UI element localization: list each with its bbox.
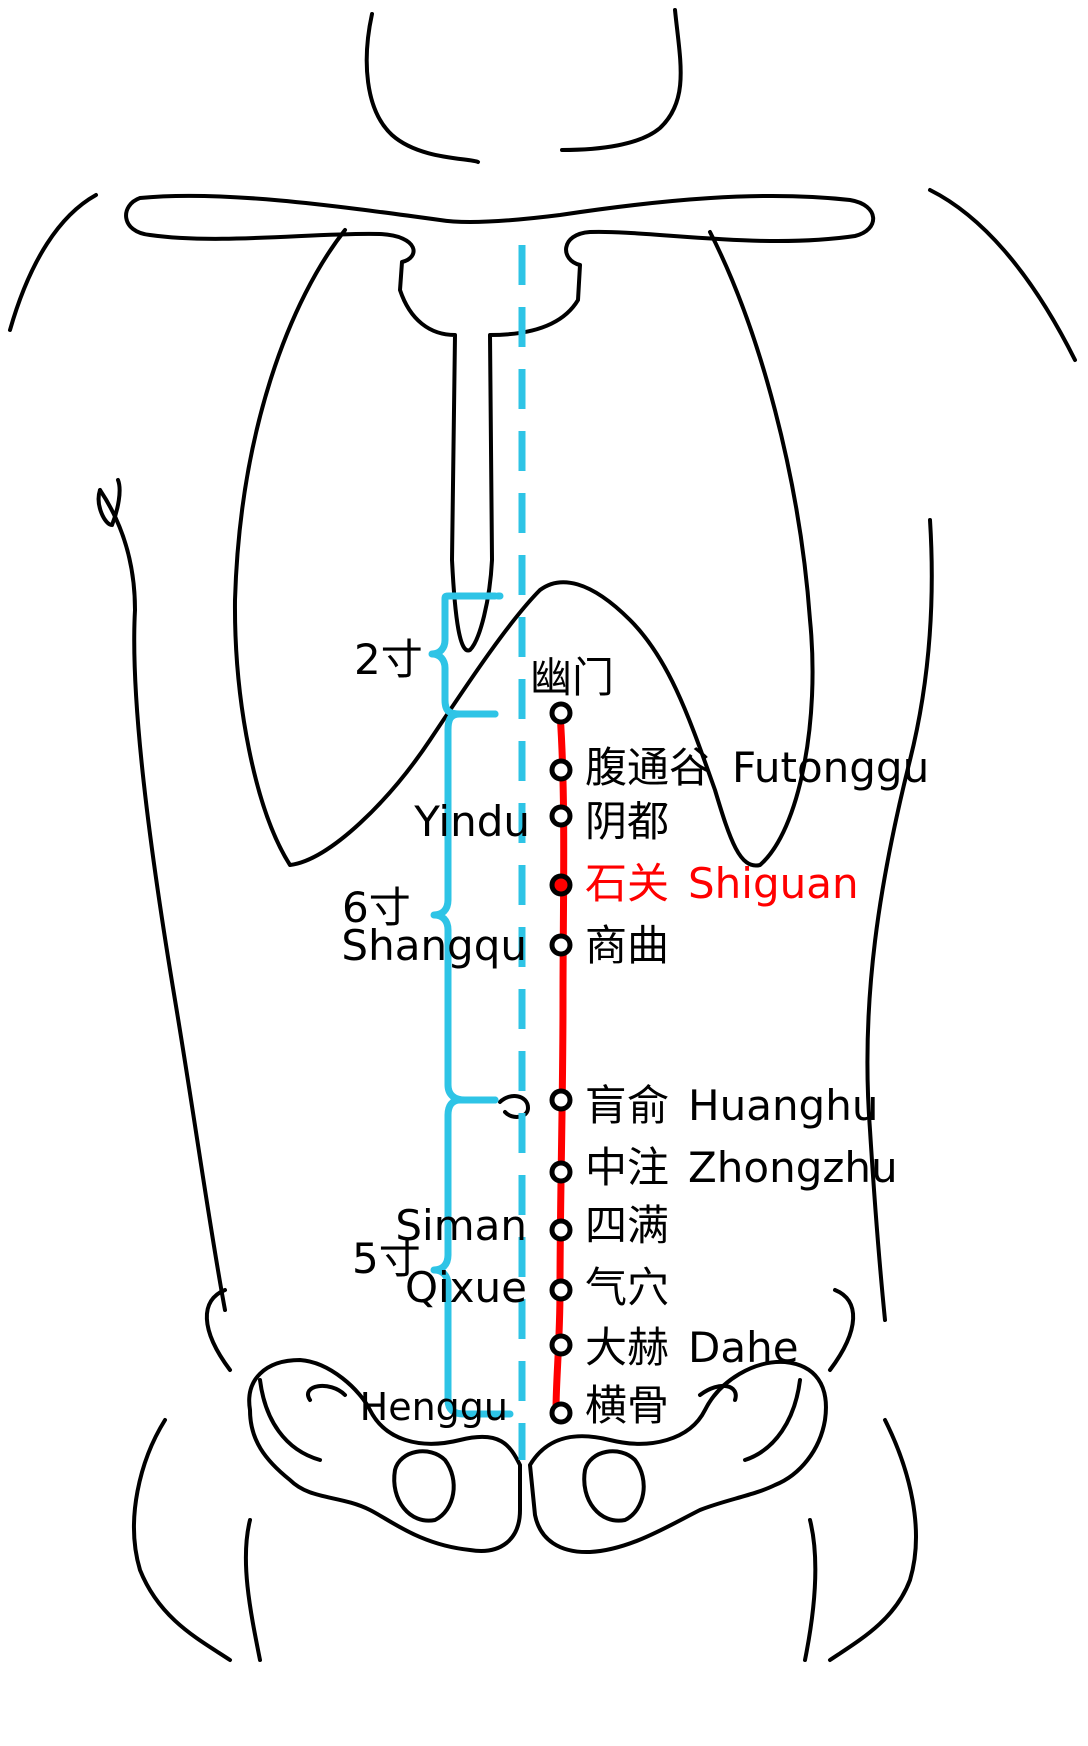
navel [498,1094,530,1119]
label-left-shangqu: Shangqu [341,921,527,970]
acupoint-dahe[interactable] [549,1333,573,1357]
pelvis-outline-right [528,1359,828,1555]
acupoint-zhongzhu[interactable] [549,1160,573,1184]
torso-outline [8,8,1077,1662]
measure-label-6cun: 6寸 [342,883,411,932]
pelvis-inner-right [698,1378,802,1462]
label-cn-yindu: 阴都 [585,797,669,846]
neck-left-outline [364,12,480,164]
brace-6cun [430,710,499,1104]
label-cn-henggu: 横骨 [585,1381,669,1430]
left-obturator [392,1449,456,1523]
label-left-qixue: Qixue [405,1263,527,1312]
label-cn-shiguan: 石关 [585,859,669,908]
acupoint-huangshu[interactable] [549,1088,573,1112]
acupoint-qixue[interactable] [549,1278,573,1302]
acupoint-henggu[interactable] [549,1401,573,1425]
label-py-zhongzhu: Zhongzhu [688,1143,898,1192]
neck-right-outline [560,8,683,152]
right-iliac-wing [828,1288,856,1372]
measure-label-2cun: 2寸 [354,635,423,684]
left-hand-wisp [96,478,122,527]
acupoint-siman[interactable] [549,1218,573,1242]
label-cn-siman: 四满 [585,1201,669,1250]
label-py-huangshu: Huanghu [688,1081,878,1130]
label-left-henggu: Henggu [360,1385,508,1429]
left-hip-outline [132,1418,262,1662]
measure-label-5cun: 5寸 [352,1234,421,1283]
acupoint-futonggu[interactable] [549,758,573,782]
brace-5cun [430,1096,514,1418]
right-obturator [582,1449,646,1523]
left-iliac-wing [204,1288,232,1372]
label-py-futonggu: Futonggu [732,743,929,792]
label-py-dahe: Dahe [688,1323,799,1372]
label-cn-futonggu: 腹通谷 [585,743,711,792]
acupoint-yindu[interactable] [549,804,573,828]
left-ribcage-outline [232,228,815,868]
right-shoulder-outline [928,188,1077,362]
right-flank-outline [865,518,934,1322]
acupoint-youmen[interactable] [549,701,573,725]
acupoint-shangqu[interactable] [549,933,573,957]
label-cn-huangshu: 肓俞 [585,1081,669,1130]
acupoint-markers [549,701,573,1425]
label-cn-shangqu: 商曲 [585,921,669,970]
left-shoulder-outline [8,193,98,332]
label-cn-qixue: 气穴 [585,1263,669,1312]
clavicle-outline [124,193,876,653]
label-cn-youmen: 幽门 [530,653,614,702]
left-flank-outline [98,488,227,1312]
pelvis-inner-left [258,1378,347,1462]
right-hip-outline [803,1418,918,1662]
acupoint-shiguan[interactable] [549,873,573,897]
label-cn-zhongzhu: 中注 [585,1143,669,1192]
label-left-siman: Siman [395,1201,527,1250]
label-py-shiguan: Shiguan [688,859,859,908]
label-left-yindu: Yindu [413,797,530,846]
pelvis-outline [247,1358,522,1553]
measurement-guides [428,592,514,1418]
label-cn-dahe: 大赫 [585,1323,669,1372]
